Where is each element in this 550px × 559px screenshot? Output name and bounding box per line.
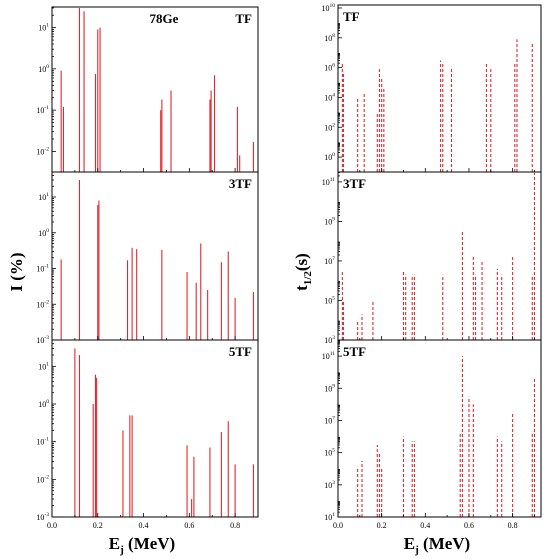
y-tick-label: 105 [324, 295, 335, 305]
y-tick-label: 107 [324, 415, 335, 425]
y-tick-label: 10-2 [36, 146, 49, 156]
x-tick-label: 0.6 [464, 521, 474, 530]
x-tick-label: 0.8 [508, 521, 518, 530]
panel-frame [51, 6, 259, 173]
y-tick-label: 105 [324, 448, 335, 458]
panel-label: 3TF [343, 176, 366, 191]
y-tick-label: 108 [324, 33, 335, 43]
right-x-axis-title: Ej (MeV) [404, 534, 470, 556]
panel-3tf: 103 105 107 109 1011 3TF [322, 171, 542, 345]
x-tick-label: 0.0 [47, 521, 57, 530]
x-tick-label: 0.4 [420, 521, 430, 530]
y-tick-label: 102 [324, 122, 335, 132]
y-tick-label: 10-3 [36, 335, 49, 345]
y-tick-label: 100 [38, 399, 49, 409]
y-tick-label: 107 [324, 256, 335, 266]
panel-3tf: 10-3 10-2 10-1 100 101 3TF [36, 171, 259, 345]
y-tick-label: 104 [324, 92, 335, 102]
panel-frame [337, 4, 542, 173]
y-tick-label: 109 [324, 216, 335, 226]
y-tick-label: 1011 [322, 351, 336, 361]
y-tick-label: 100 [38, 228, 49, 238]
y-tick-label: 100 [324, 152, 335, 162]
panel-label: 5TF [343, 344, 366, 359]
y-tick-label: 10-1 [36, 105, 49, 115]
x-tick-label: 0.6 [184, 521, 194, 530]
y-tick-label: 10-3 [36, 512, 49, 522]
y-tick-label: 106 [324, 63, 335, 73]
y-tick-label: 109 [324, 383, 335, 393]
y-tick-label: 103 [324, 480, 335, 490]
x-tick-label: 0.0 [333, 521, 343, 530]
y-tick-label: 101 [38, 361, 49, 371]
half-life-chart: 100 102 104 106 108 1010 TF 103 105 107 109 1011 3TF… [322, 3, 542, 530]
y-tick-label: 10-1 [36, 264, 49, 274]
left-x-axis-title: Ej (MeV) [109, 534, 175, 556]
y-tick-label: 10-1 [36, 437, 49, 447]
panel-frame [337, 339, 542, 518]
y-tick-label: 1011 [322, 177, 336, 187]
panel-5tf: 101 103 105 107 109 1011 5TF [322, 339, 542, 522]
y-tick-label: 10-2 [36, 474, 49, 484]
y-tick-label: 101 [38, 192, 49, 202]
left-y-axis-title: I (%) [7, 252, 26, 291]
panel-label: TF [235, 11, 252, 26]
nucleus-label: 78Ge [150, 11, 179, 26]
panel-label: TF [343, 9, 360, 24]
panel-frame [337, 171, 542, 341]
y-tick-label: 103 [324, 335, 335, 345]
x-tick-label: 0.2 [377, 521, 387, 530]
panel-frame [51, 171, 259, 341]
panel-5tf: 10-3 10-2 10-1 100 101 5TF [36, 339, 259, 522]
intensity-chart: 10-2 10-1 100 101 TF 78Ge 10-3 10-2 10-1 100 101 3T… [36, 6, 259, 530]
panel-label: 3TF [229, 176, 252, 191]
y-tick-label: 101 [38, 23, 49, 33]
y-tick-label: 100 [38, 64, 49, 74]
panel-tf: 10-2 10-1 100 101 TF 78Ge [36, 6, 259, 173]
y-tick-label: 1010 [322, 3, 336, 13]
panel-tf: 100 102 104 106 108 1010 TF [322, 3, 542, 173]
x-tick-label: 0.8 [230, 521, 240, 530]
panel-label: 5TF [229, 344, 252, 359]
x-tick-label: 0.2 [93, 521, 103, 530]
y-tick-label: 10-2 [36, 299, 49, 309]
y-tick-label: 101 [324, 512, 335, 522]
x-tick-label: 0.4 [139, 521, 149, 530]
panel-frame [51, 339, 259, 518]
right-y-axis-title: t1/2(s) [292, 253, 314, 291]
